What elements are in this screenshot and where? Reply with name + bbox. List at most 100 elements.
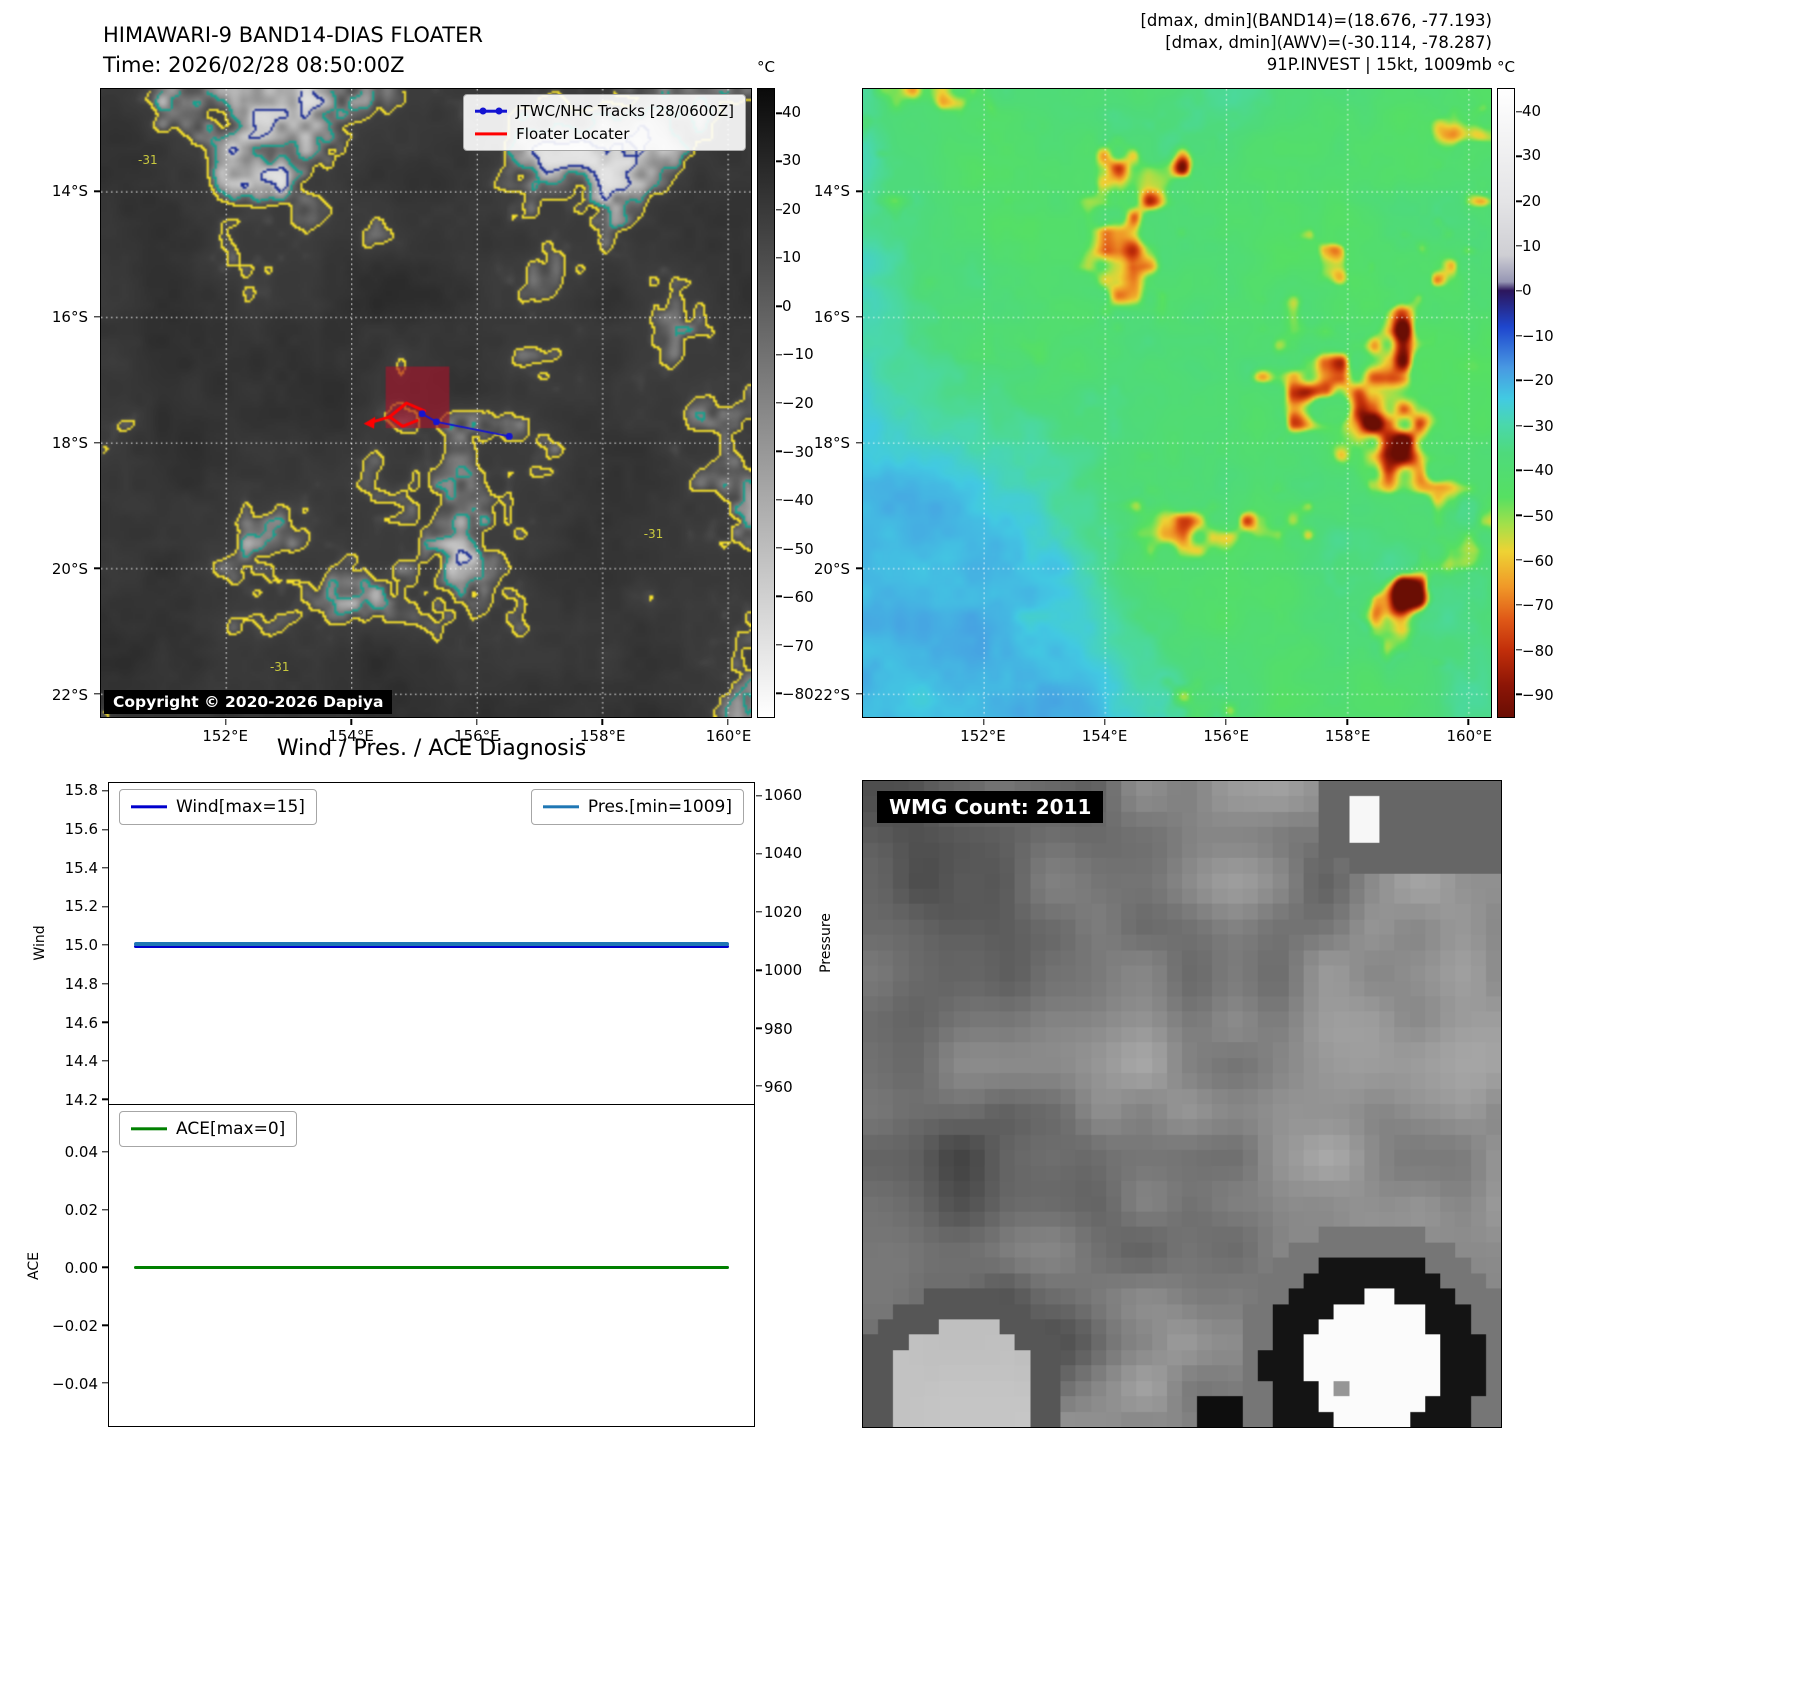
tick-label: 30 <box>782 151 802 170</box>
track-line <box>475 109 508 113</box>
tick-label: 20°S <box>813 559 850 578</box>
tick-mark <box>101 828 108 831</box>
tick-label: −30 <box>1522 416 1554 435</box>
legend-row-track: JTWC/NHC Tracks [28/0600Z] <box>475 102 734 120</box>
tick-label: −70 <box>1522 596 1554 615</box>
tick-label: 160°E <box>705 727 752 745</box>
tick-label: 14.6 <box>64 1013 98 1032</box>
tick-mark <box>101 905 108 908</box>
pressure-legend-label: Pres.[min=1009] <box>587 797 732 817</box>
band14-time: Time: 2026/02/28 08:50:00Z <box>103 53 405 78</box>
tick-label: −20 <box>782 394 814 412</box>
tick-label: −80 <box>782 685 814 704</box>
tick-label: −40 <box>1522 461 1554 480</box>
contour-value-label: -31 <box>269 659 290 674</box>
tick-mark <box>475 718 478 725</box>
pressure-axis-label: Pressure <box>818 913 834 973</box>
tick-label: 18°S <box>813 433 850 452</box>
annotation-awv-range: [dmax, dmin](AWV)=(-30.114, -78.287) <box>1165 33 1492 53</box>
tick-label: −90 <box>1522 686 1554 705</box>
tick-label: 156°E <box>454 727 500 745</box>
tick-mark <box>225 718 227 725</box>
tick-mark <box>1515 424 1522 427</box>
track-marker-dot <box>495 107 503 115</box>
tick-mark <box>1515 335 1522 337</box>
tick-mark <box>755 795 762 797</box>
awv-map-panel <box>855 88 1492 725</box>
tick-label: 1020 <box>764 902 803 921</box>
tick-label: −30 <box>782 442 814 461</box>
tick-mark <box>775 257 782 259</box>
tick-mark <box>93 316 100 318</box>
ace-axis-ticks: 0.04 0.02 0.00 −0.02 −0.04 <box>40 1105 98 1427</box>
tick-label: −60 <box>1522 551 1554 570</box>
tick-mark <box>101 1382 108 1384</box>
awv-lon-axis: 152°E 154°E 156°E 158°E 160°E <box>862 726 1492 746</box>
tick-label: 15.0 <box>64 936 98 955</box>
tick-label: 30 <box>1522 146 1542 165</box>
tick-mark <box>855 693 862 695</box>
tick-label: −80 <box>1522 641 1554 660</box>
tick-label: 152°E <box>202 727 248 745</box>
tick-mark <box>775 692 782 694</box>
ace-line-sample <box>131 1127 167 1131</box>
tick-mark <box>101 944 108 946</box>
pressure-line-sample <box>542 805 579 809</box>
tick-label: 0.02 <box>64 1200 98 1219</box>
tick-label: −50 <box>782 539 814 558</box>
band14-satellite-image <box>101 89 751 717</box>
tick-mark <box>775 644 782 646</box>
tick-label: 16°S <box>813 307 850 326</box>
tick-mark <box>101 1059 108 1062</box>
tick-label: −70 <box>782 636 814 655</box>
tick-mark <box>101 982 108 985</box>
pressure-series-line <box>133 942 730 946</box>
tick-label: 15.8 <box>64 781 98 800</box>
tick-mark <box>775 595 782 598</box>
tick-label: 22°S <box>51 685 88 704</box>
tick-mark <box>1515 514 1522 517</box>
tick-label: 10 <box>1522 236 1542 255</box>
band14-colorbar <box>757 88 782 718</box>
wind-line-sample <box>131 805 167 809</box>
tick-mark <box>101 1266 108 1269</box>
tick-label: 15.2 <box>64 897 98 916</box>
tick-mark <box>775 450 782 453</box>
awv-colorbar-ticks: 40 30 20 10 0 −10 −20 −30 −40 −50 −60 −70 −80 −90 <box>1522 88 1574 718</box>
wind-pressure-subplot: Wind[max=15] Pres.[min=1009] <box>101 782 762 1105</box>
copyright-watermark: Copyright © 2020-2026 Dapiya <box>104 690 393 714</box>
band14-map-panel: JTWC/NHC Tracks [28/0600Z] Floater Locat… <box>93 88 752 725</box>
tick-label: 14.2 <box>64 1091 98 1110</box>
tick-mark <box>1515 693 1522 696</box>
tick-label: 14°S <box>813 181 850 200</box>
legend-track-label: JTWC/NHC Tracks [28/0600Z] <box>516 102 734 120</box>
legend-row-pressure: Pres.[min=1009] <box>542 797 732 817</box>
track-marker-dot <box>479 107 487 115</box>
tick-mark <box>775 112 782 114</box>
tick-mark <box>982 718 985 725</box>
band14-colorbar-unit: °C <box>757 58 775 76</box>
wmg-count-label: WMG Count: 2011 <box>877 791 1104 823</box>
tick-label: −10 <box>1522 326 1554 345</box>
tick-label: 14.8 <box>64 974 98 993</box>
tick-mark <box>1515 200 1522 203</box>
tick-mark <box>350 718 352 725</box>
pressure-line-swatch <box>542 802 579 813</box>
wmg-pixel-image <box>863 781 1501 1427</box>
tick-mark <box>755 1027 762 1029</box>
tick-mark <box>775 499 782 501</box>
tick-label: −40 <box>782 491 814 510</box>
tick-label: 15.6 <box>64 819 98 838</box>
tick-mark <box>1467 718 1470 725</box>
diagnosis-title: Wind / Pres. / ACE Diagnosis <box>276 736 587 761</box>
tick-label: 0 <box>782 296 792 315</box>
tick-label: −60 <box>782 588 814 607</box>
floater-line-swatch <box>475 129 508 140</box>
tick-mark <box>775 353 782 356</box>
tick-label: 152°E <box>960 727 1006 745</box>
tick-label: 158°E <box>579 727 626 745</box>
legend-row-wind: Wind[max=15] <box>131 797 305 817</box>
tick-label: 40 <box>782 103 802 122</box>
ace-line-swatch <box>131 1124 167 1135</box>
tick-mark <box>93 693 100 695</box>
